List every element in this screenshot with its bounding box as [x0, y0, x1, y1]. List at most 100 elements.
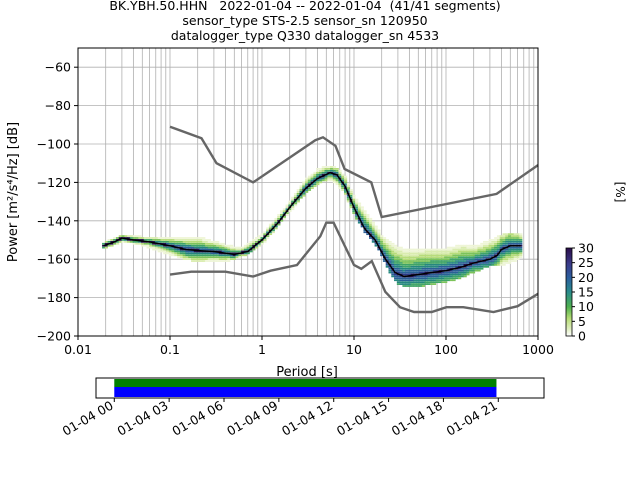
density-cell [271, 231, 275, 234]
density-cell [374, 227, 378, 230]
density-cell [413, 281, 417, 284]
density-cell [477, 246, 481, 249]
density-cell [213, 244, 217, 247]
density-cell [474, 258, 478, 260]
density-cell [488, 242, 492, 245]
density-cell [458, 269, 462, 272]
time-tick-label: 01-04 03 [114, 398, 170, 439]
density-cell [449, 267, 453, 270]
density-cell [357, 219, 362, 222]
density-cell [510, 256, 515, 259]
density-cell [455, 248, 459, 251]
density-cell [513, 258, 517, 260]
density-cell [469, 264, 473, 266]
density-cell [246, 252, 250, 255]
time-tick-label: 01-04 09 [224, 398, 280, 439]
density-cell [179, 244, 184, 247]
density-cell [438, 267, 442, 270]
density-cell [421, 254, 426, 257]
density-cell [463, 269, 467, 272]
density-cell [432, 279, 437, 282]
density-cell [204, 256, 209, 259]
density-cell [407, 267, 412, 270]
density-cell [413, 267, 417, 270]
density-cell [132, 237, 136, 239]
density-cell [502, 258, 506, 260]
density-cell [488, 244, 492, 247]
density-cell [399, 277, 403, 280]
density-cell [266, 229, 270, 232]
density-cell [460, 267, 464, 270]
density-cell [249, 240, 253, 243]
density-cell [352, 210, 356, 212]
density-cell [346, 198, 350, 201]
density-cell [196, 254, 200, 257]
density-cell [163, 239, 167, 241]
density-cell [118, 240, 122, 243]
density-cell [458, 277, 462, 280]
density-cell [488, 252, 492, 255]
density-cell [179, 250, 184, 253]
density-cell [313, 173, 317, 176]
density-cell [441, 275, 445, 278]
density-cell [182, 256, 186, 259]
density-cell [508, 246, 512, 249]
density-cell [346, 191, 350, 193]
density-cell [474, 265, 478, 268]
density-cell [355, 198, 359, 201]
density-cell [416, 285, 420, 287]
density-cell [491, 252, 495, 255]
density-cell [516, 254, 520, 257]
density-cell [405, 252, 409, 255]
density-cell [474, 252, 478, 255]
density-cell [243, 254, 248, 257]
chart-title-line-3: datalogger_type Q330 datalogger_sn 4533 [170, 28, 440, 43]
density-cell [168, 254, 172, 257]
density-cell [146, 239, 150, 241]
density-cell [407, 252, 412, 255]
density-cell [285, 212, 289, 214]
y-tick-label: −200 [37, 329, 71, 344]
density-cell [438, 250, 442, 253]
density-cell [485, 260, 490, 262]
density-cell [193, 254, 198, 257]
density-cell [210, 246, 214, 249]
density-cell [471, 264, 476, 266]
density-cell [516, 246, 520, 249]
density-cell [399, 271, 403, 274]
density-cell [446, 246, 451, 249]
density-cell [318, 181, 323, 184]
density-cell [152, 240, 156, 243]
density-cell [460, 256, 464, 259]
density-cell [402, 273, 406, 276]
density-cell [430, 258, 434, 260]
density-cell [152, 248, 156, 251]
density-cell [224, 256, 228, 259]
density-cell [352, 200, 356, 203]
density-cell [355, 216, 359, 218]
density-cell [499, 258, 503, 260]
density-cell [391, 252, 395, 255]
density-cell [196, 256, 200, 259]
density-cell [293, 194, 298, 197]
density-cell [177, 244, 181, 247]
density-cell [343, 177, 348, 180]
density-cell [224, 260, 228, 262]
density-cell [435, 256, 439, 259]
density-cell [510, 252, 515, 255]
noise-models [169, 125, 539, 314]
density-cell [235, 256, 239, 259]
density-cell [421, 260, 426, 262]
density-cell [410, 258, 414, 260]
density-cell [216, 248, 220, 251]
density-cell [330, 168, 334, 170]
density-cell [513, 240, 517, 243]
density-cell [494, 252, 498, 255]
density-cell [196, 250, 200, 253]
density-cell [257, 235, 261, 237]
density-cell [140, 237, 145, 239]
density-cell [516, 258, 520, 260]
density-cell [416, 250, 420, 253]
density-cell [466, 269, 470, 272]
density-cell [238, 248, 242, 251]
